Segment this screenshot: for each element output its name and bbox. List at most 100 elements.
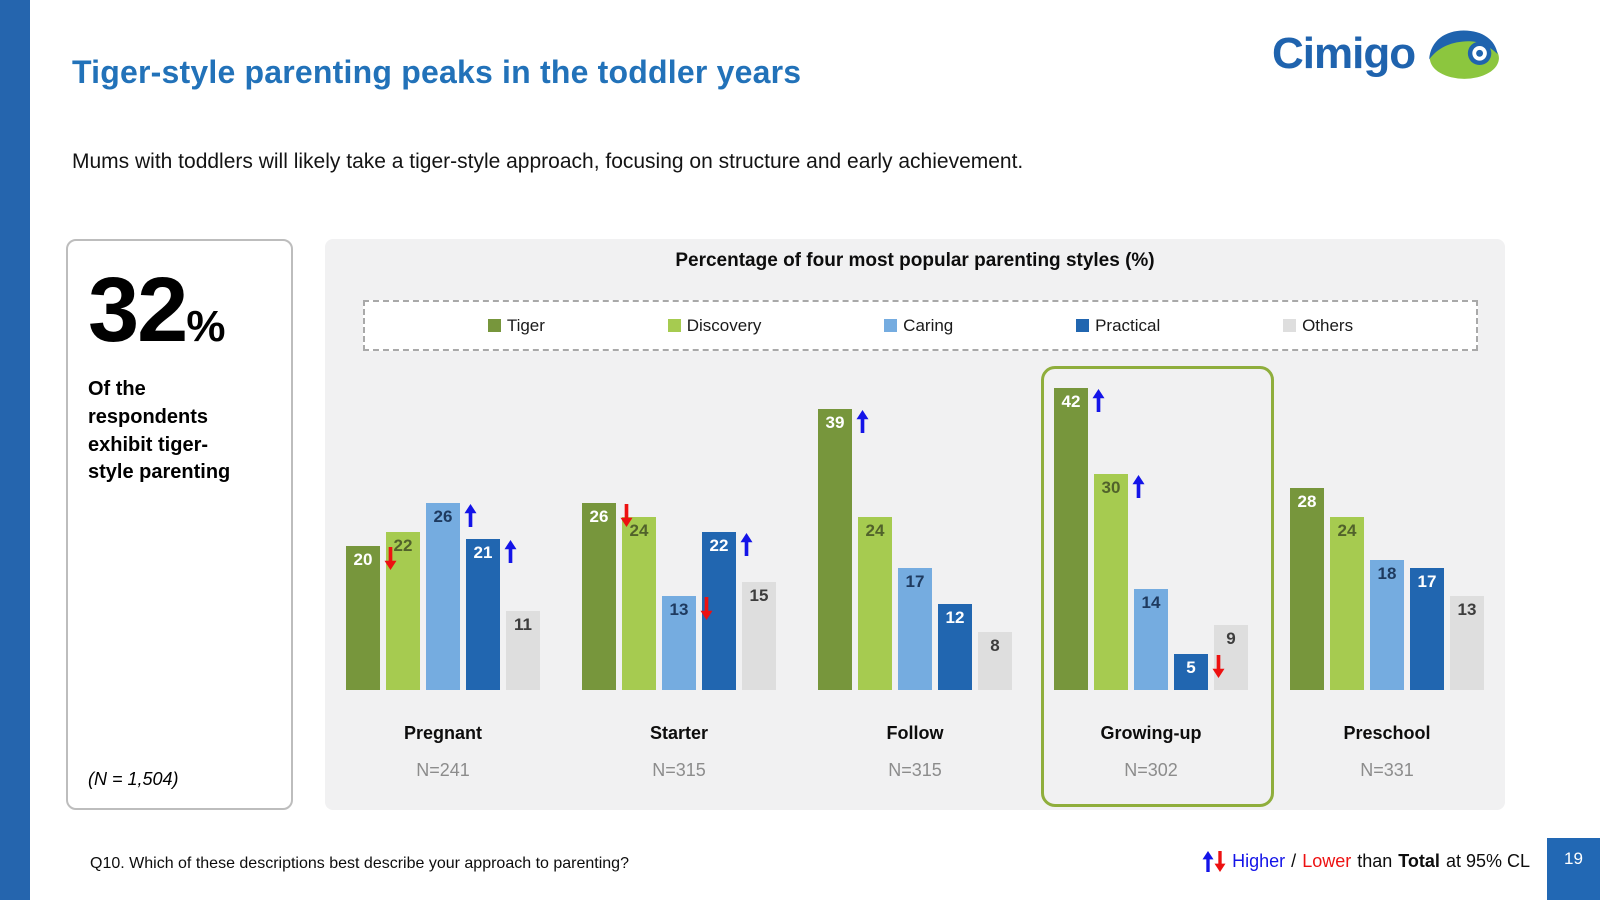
bar-others-pregnant: 11 — [506, 611, 540, 690]
significance-up-icon — [504, 540, 517, 563]
bar-value-label: 11 — [514, 615, 532, 634]
stat-value: 32% — [88, 264, 271, 356]
bar-value-label: 18 — [1377, 564, 1397, 583]
bar-others-follow: 8 — [978, 632, 1012, 690]
cimigo-eye-icon — [1429, 30, 1500, 79]
bar-value-label: 24 — [865, 521, 885, 540]
bars-row-preschool: 28 24 18 17 13 — [1269, 370, 1505, 690]
subtitle: Mums with toddlers will likely take a ti… — [72, 150, 1024, 173]
significance-arrows — [1202, 851, 1226, 872]
bar-value-label: 30 — [1101, 478, 1121, 497]
bar-tiger-starter: 26 — [582, 503, 633, 690]
lower-label: Lower — [1302, 851, 1352, 871]
higher-arrow-icon — [1202, 851, 1214, 872]
legend-label-caring: Caring — [903, 315, 954, 335]
bar-practical-preschool: 17 — [1410, 568, 1444, 690]
legend-swatch-tiger — [487, 319, 501, 332]
bar-value-label: 8 — [990, 636, 1000, 655]
total-label: Total — [1398, 851, 1440, 871]
bars-row-starter: 26 24 13 22 15 — [561, 370, 797, 690]
slash-separator: / — [1291, 851, 1297, 871]
base-label-growing-up: N=302 — [1124, 760, 1178, 780]
bar-value-label: 24 — [629, 521, 649, 540]
chart-title: Percentage of four most popular parentin… — [675, 250, 1155, 271]
bar-value-label: 39 — [825, 413, 845, 432]
left-accent-bar — [0, 0, 30, 900]
bar-caring-starter: 13 — [662, 596, 713, 690]
legend-item-others: Others — [1283, 316, 1353, 336]
base-label-follow: N=315 — [888, 760, 942, 780]
category-label-follow: Follow — [886, 723, 944, 743]
bar-caring-growing-up: 14 — [1134, 589, 1168, 690]
significance-down-icon — [700, 597, 713, 620]
bars-row-follow: 39 24 17 12 8 — [797, 370, 1033, 690]
significance-up-icon — [1092, 389, 1105, 412]
significance-down-icon — [620, 504, 633, 527]
category-label-pregnant: Pregnant — [403, 723, 482, 743]
legend-label-practical: Practical — [1095, 315, 1161, 335]
bar-others-preschool: 13 — [1450, 596, 1484, 690]
bar-discovery-follow: 24 — [858, 517, 892, 690]
stat-value-number: 32 — [88, 259, 188, 361]
significance-up-icon — [856, 410, 869, 433]
bar-value-label: 21 — [473, 543, 493, 562]
page-number: 19 — [1547, 838, 1600, 900]
bar-value-label: 12 — [945, 608, 965, 627]
bar-value-label: 22 — [709, 536, 729, 555]
significance-up-icon — [740, 533, 753, 556]
significance-up-icon — [1132, 475, 1145, 498]
bar-group-growing-up: 42 30 14 5 9 Growing-up N=302 — [1033, 370, 1269, 781]
bar-value-label: 13 — [669, 600, 689, 619]
legend-swatch-discovery — [667, 319, 681, 332]
footer-question: Q10. Which of these descriptions best de… — [90, 855, 629, 872]
bar-value-label: 26 — [433, 507, 453, 526]
bar-tiger-follow: 39 — [818, 409, 869, 690]
cimigo-logo: Cimigo — [1272, 22, 1532, 86]
page-title: Tiger-style parenting peaks in the toddl… — [72, 54, 802, 90]
legend-swatch-practical — [1076, 319, 1090, 332]
cl-text: at 95% CL — [1445, 851, 1530, 871]
legend-swatch-others — [1283, 319, 1297, 332]
bar-value-label: 26 — [589, 507, 609, 526]
bars-row-pregnant: 20 22 26 21 11 — [325, 370, 561, 690]
cimigo-logo-text: Cimigo — [1272, 29, 1416, 78]
stat-base-note: (N = 1,504) — [88, 769, 179, 789]
bar-tiger-preschool: 28 — [1290, 488, 1324, 690]
bar-value-label: 5 — [1186, 658, 1196, 677]
base-label-starter: N=315 — [652, 760, 706, 780]
bar-group-starter: 26 24 13 22 15 Starter N=315 — [561, 370, 797, 781]
page-number-text: 19 — [1564, 849, 1583, 868]
legend-item-tiger: Tiger — [487, 315, 545, 336]
bar-discovery-growing-up: 30 — [1094, 474, 1145, 690]
bar-caring-follow: 17 — [898, 568, 932, 690]
bar-value-label: 42 — [1061, 392, 1081, 411]
bar-group-pregnant: 20 22 26 21 11 Pregnant N=241 — [325, 370, 561, 781]
bar-tiger-pregnant: 20 — [346, 546, 397, 690]
bar-value-label: 24 — [1337, 521, 1357, 540]
legend-item-discovery: Discovery — [667, 315, 762, 336]
significance-down-icon — [1212, 655, 1225, 678]
significance-note: Higher / Lower than Total at 95% CL — [1202, 851, 1530, 872]
category-label-growing-up: Growing-up — [1100, 723, 1202, 743]
bar-value-label: 22 — [393, 536, 413, 555]
bar-value-label: 13 — [1457, 600, 1477, 619]
significance-up-icon — [464, 504, 477, 527]
category-label-preschool: Preschool — [1343, 723, 1431, 743]
higher-label: Higher — [1232, 851, 1286, 871]
category-label-starter: Starter — [649, 723, 709, 743]
significance-down-icon — [384, 547, 397, 570]
base-label-pregnant: N=241 — [416, 760, 470, 780]
legend-label-tiger: Tiger — [506, 315, 545, 335]
legend-swatch-caring — [884, 319, 898, 332]
bar-practical-growing-up: 5 — [1174, 654, 1225, 690]
bar-discovery-preschool: 24 — [1330, 517, 1364, 690]
than-text: than — [1357, 851, 1393, 871]
legend-label-discovery: Discovery — [686, 315, 762, 335]
chart-legend: Tiger Discovery Caring Practical Others — [363, 300, 1478, 351]
bar-value-label: 28 — [1297, 492, 1317, 511]
bar-group-preschool: 28 24 18 17 13 Preschool N=331 — [1269, 370, 1505, 781]
legend-item-practical: Practical — [1076, 316, 1160, 336]
bar-group-follow: 39 24 17 12 8 Follow N=315 — [797, 370, 1033, 781]
chart-panel: Percentage of four most popular parentin… — [325, 239, 1505, 810]
